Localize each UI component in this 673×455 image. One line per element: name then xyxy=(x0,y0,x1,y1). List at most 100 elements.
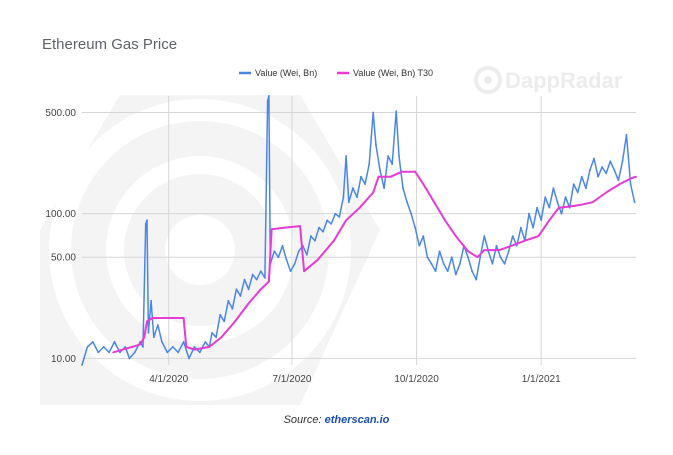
data-point-value xyxy=(108,351,110,354)
source-link[interactable]: etherscan.io xyxy=(324,414,390,426)
data-point-value xyxy=(263,276,266,279)
data-point-t30 xyxy=(605,191,608,194)
data-point-value xyxy=(211,331,213,334)
data-point-t30 xyxy=(268,280,270,283)
data-point-value xyxy=(601,166,604,168)
data-point-value xyxy=(133,351,136,354)
y-axis-ticks: 10.00 50.00 100.00 500.00 xyxy=(45,108,76,365)
watermark-logo xyxy=(40,95,380,405)
data-point-value xyxy=(593,157,595,160)
data-point-value xyxy=(310,235,312,237)
data-point-value xyxy=(507,250,510,253)
data-point-value xyxy=(422,235,425,237)
data-point-value xyxy=(334,212,337,215)
data-point-t30 xyxy=(112,351,115,354)
data-point-value xyxy=(356,196,358,199)
data-point-value xyxy=(633,201,636,204)
data-point-t30 xyxy=(193,348,196,351)
data-point-t30 xyxy=(618,183,621,186)
data-point-t30 xyxy=(372,191,375,194)
data-point-value xyxy=(215,336,217,339)
data-point-t30 xyxy=(389,175,392,178)
data-point-t30 xyxy=(146,320,148,323)
data-point-t30 xyxy=(143,336,146,339)
data-point-value xyxy=(391,163,394,165)
data-point-value xyxy=(613,169,616,171)
data-point-value xyxy=(372,111,375,114)
grid xyxy=(82,96,636,365)
source-prefix: Source: xyxy=(283,414,322,426)
data-point-value xyxy=(81,364,83,366)
source-caption: Source: etherscan.io xyxy=(0,414,673,426)
x-tick-label: 7/1/2020 xyxy=(272,374,311,385)
data-point-value xyxy=(475,278,478,281)
y-tick-label: 50.00 xyxy=(51,253,76,264)
x-axis-ticks: 4/1/2020 7/1/2020 10/1/2020 1/1/2021 xyxy=(149,374,561,385)
chart-title: Ethereum Gas Price xyxy=(42,36,177,53)
data-point-t30 xyxy=(345,219,348,222)
data-point-t30 xyxy=(444,219,446,222)
data-point-value xyxy=(402,187,404,190)
data-point-value xyxy=(479,256,482,259)
data-point-value xyxy=(285,258,288,261)
data-point-value xyxy=(277,256,280,259)
data-point-value xyxy=(156,324,159,326)
data-point-value xyxy=(383,187,385,190)
data-point-value xyxy=(227,299,230,302)
data-point-value xyxy=(247,288,250,291)
data-point-value xyxy=(119,351,121,354)
data-point-value xyxy=(322,230,325,233)
data-point-value xyxy=(318,226,320,229)
data-point-value xyxy=(142,346,144,348)
y-tick-label: 100.00 xyxy=(45,209,76,220)
data-point-t30 xyxy=(208,346,211,348)
data-point-t30 xyxy=(247,302,250,305)
data-point-value xyxy=(330,222,333,225)
data-point-t30 xyxy=(299,225,301,228)
data-point-value xyxy=(198,351,201,354)
data-point-value xyxy=(152,336,155,339)
data-point-value xyxy=(605,172,608,175)
data-point-value xyxy=(360,175,362,178)
data-point-t30 xyxy=(510,244,513,247)
data-point-value xyxy=(338,215,341,218)
x-tick-label: 10/1/2020 xyxy=(394,374,439,385)
data-point-value xyxy=(347,201,350,204)
data-point-value xyxy=(483,235,486,237)
watermark-text: DappRadar xyxy=(505,68,623,93)
data-point-value xyxy=(273,250,276,253)
data-point-value xyxy=(147,331,150,334)
data-point-value xyxy=(182,340,185,343)
data-point-t30 xyxy=(433,201,436,204)
data-point-t30 xyxy=(400,170,403,173)
data-point-value xyxy=(102,346,105,348)
data-point-value xyxy=(609,160,612,163)
data-point-value xyxy=(426,256,429,259)
data-point-value xyxy=(418,244,421,247)
data-point-value xyxy=(536,206,539,209)
data-point-t30 xyxy=(483,249,486,251)
data-point-value xyxy=(364,183,366,186)
data-point-value xyxy=(352,187,354,190)
data-point-value xyxy=(305,253,308,256)
data-point-value xyxy=(113,340,116,343)
data-point-value xyxy=(410,212,413,215)
series xyxy=(81,95,637,366)
data-point-t30 xyxy=(173,317,176,319)
data-point-t30 xyxy=(151,317,154,319)
data-point-value xyxy=(128,357,131,360)
data-point-value xyxy=(243,278,246,281)
data-point-value xyxy=(144,222,147,225)
dappradar-watermark: DappRadar xyxy=(474,66,623,94)
series-value-t30 xyxy=(112,170,637,354)
data-point-value xyxy=(255,278,258,281)
data-point-value xyxy=(146,219,148,222)
data-point-value xyxy=(544,196,547,199)
data-point-value xyxy=(597,175,599,178)
data-point-t30 xyxy=(282,226,285,229)
data-point-t30 xyxy=(414,170,417,173)
data-point-value xyxy=(430,262,433,265)
data-point-value xyxy=(499,256,502,259)
data-point-value xyxy=(459,262,461,265)
data-point-value xyxy=(345,155,348,157)
